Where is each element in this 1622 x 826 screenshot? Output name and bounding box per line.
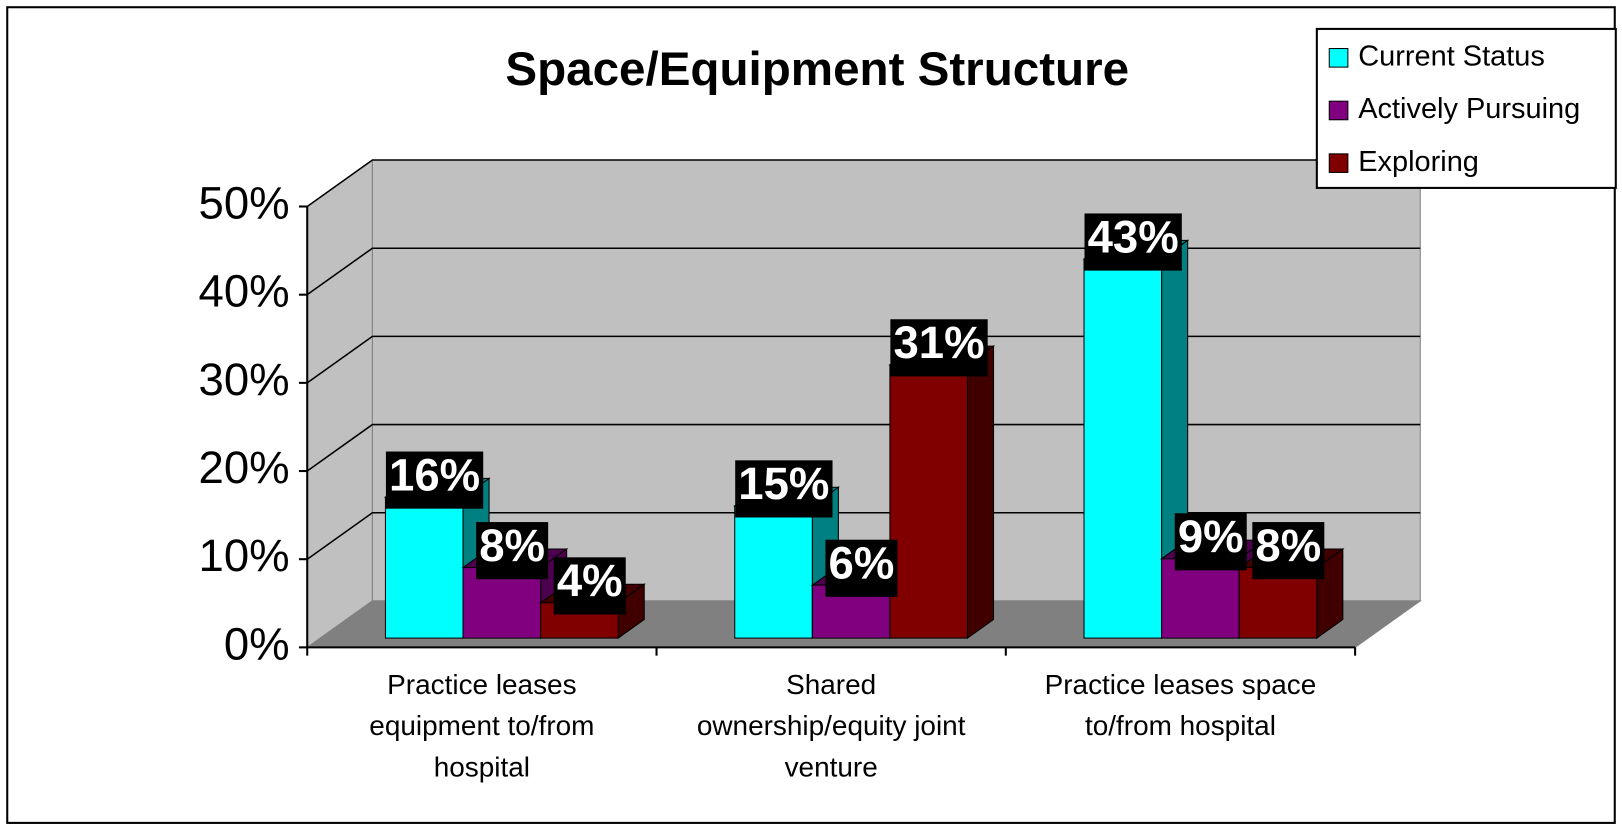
x-tick-label-box: Practice leases equipment to/from hospit… — [369, 669, 595, 783]
data-label-bg — [735, 460, 833, 518]
bar-front — [462, 567, 542, 639]
legend-label: Exploring — [1358, 146, 1479, 178]
data-label: 43% — [1088, 211, 1179, 262]
x-tick-label: Practice leases equipment to/from hospit… — [369, 669, 595, 783]
data-label-bg — [476, 522, 549, 580]
data-label-bg — [1174, 513, 1247, 571]
bar-front — [889, 364, 968, 639]
y-tick-label: 10% — [199, 530, 290, 581]
data-label: 9% — [1178, 511, 1244, 562]
bar-side — [966, 345, 995, 640]
data-label-bg — [385, 451, 484, 509]
legend-label: Actively Pursuing — [1358, 93, 1580, 125]
data-label: 16% — [389, 449, 480, 500]
x-tick-label: Shared ownership/equity joint venture — [696, 669, 966, 783]
bar-front — [734, 505, 813, 639]
data-label-bg — [825, 539, 898, 597]
grid-line — [306, 423, 1421, 472]
x-tick-label-box: Practice leases space to/from hospital — [1044, 669, 1317, 742]
legend-label: Current Status — [1358, 40, 1545, 72]
grid-line — [306, 247, 1421, 296]
y-tick-label: 30% — [199, 354, 290, 405]
data-label-bg — [553, 557, 626, 615]
data-label: 15% — [738, 458, 829, 509]
y-tick-label: 20% — [199, 442, 290, 493]
data-label: 6% — [829, 538, 895, 589]
data-label: 31% — [893, 317, 984, 368]
bar-front — [384, 496, 464, 639]
y-tick-label: 40% — [199, 266, 290, 317]
legend-swatch — [1328, 100, 1349, 121]
side-wall — [306, 159, 373, 649]
grid-line — [306, 511, 1421, 560]
bar-front — [1238, 567, 1318, 639]
y-tick-label: 0% — [224, 618, 290, 669]
data-label-bg — [1252, 522, 1325, 580]
x-tick-label-box: Shared ownership/equity joint venture — [696, 669, 966, 783]
bar-front — [1161, 558, 1240, 639]
data-label: 8% — [479, 520, 545, 571]
chart-title: Space/Equipment Structure — [505, 43, 1129, 96]
legend-swatch — [1328, 48, 1349, 68]
bar-front — [1083, 258, 1163, 639]
data-label-bg — [890, 319, 988, 377]
data-label: 8% — [1255, 520, 1321, 571]
bar — [888, 345, 996, 640]
data-label-bg — [1084, 213, 1182, 271]
grid-line — [306, 159, 1421, 208]
y-tick-label: 50% — [199, 178, 290, 229]
grid-line — [306, 335, 1421, 384]
x-tick-label: Practice leases space to/from hospital — [1044, 669, 1317, 742]
legend-box — [1315, 27, 1617, 189]
data-label: 4% — [557, 555, 623, 606]
legend-swatch — [1328, 153, 1349, 173]
